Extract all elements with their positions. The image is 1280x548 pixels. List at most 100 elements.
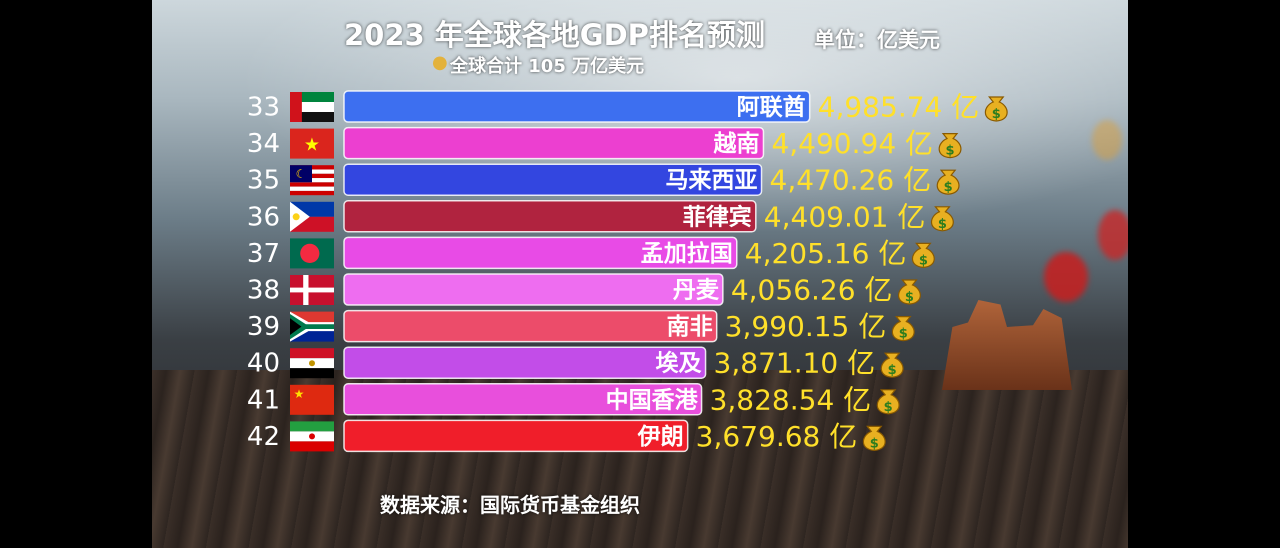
money-bag-icon: $ bbox=[876, 389, 900, 415]
money-bag-icon: $ bbox=[936, 169, 960, 195]
bar bbox=[343, 163, 763, 196]
flag-part bbox=[290, 92, 334, 102]
dollar-sign: $ bbox=[938, 217, 947, 232]
rank-label: 37 bbox=[247, 239, 280, 269]
bag-shape bbox=[891, 316, 915, 342]
flag-part bbox=[290, 165, 312, 183]
flag-part bbox=[290, 287, 334, 293]
bag-shape bbox=[938, 133, 962, 159]
bokeh-light bbox=[1044, 252, 1088, 302]
bar bbox=[343, 309, 718, 343]
malaysia-flag: ☾ bbox=[290, 165, 334, 196]
bokeh-light bbox=[1098, 210, 1128, 260]
bar bbox=[343, 126, 765, 160]
bar-row: 42 伊朗 3,679.68 亿 $ bbox=[247, 419, 886, 453]
flag-part bbox=[290, 318, 302, 335]
egypt-flag bbox=[290, 348, 334, 379]
bag-shape bbox=[984, 96, 1008, 122]
money-bag-icon: $ bbox=[930, 206, 954, 232]
flag-part bbox=[290, 112, 334, 122]
dollar-sign: $ bbox=[946, 144, 955, 159]
chart-subtitle: 全球合计 105 万亿美元 bbox=[450, 56, 645, 77]
value-label: 4,985.74 亿 bbox=[818, 91, 980, 124]
bag-shape bbox=[880, 352, 904, 378]
country-label: 菲律宾 bbox=[683, 203, 752, 230]
bar-row: 40 埃及 3,871.10 亿 $ bbox=[247, 346, 904, 380]
country-label: 南非 bbox=[667, 314, 713, 340]
bag-shape bbox=[936, 169, 960, 195]
money-bag-icon: $ bbox=[891, 316, 915, 342]
dollar-sign: $ bbox=[992, 107, 1001, 122]
value-label: 3,990.15 亿 bbox=[725, 310, 887, 343]
flag-part bbox=[290, 102, 334, 112]
iran-flag bbox=[290, 421, 334, 452]
value-label: 4,490.94 亿 bbox=[771, 127, 933, 160]
denmark-flag bbox=[290, 275, 334, 305]
bar bbox=[343, 346, 707, 379]
money-bag-icon: $ bbox=[938, 133, 962, 159]
money-bag-icon: $ bbox=[862, 425, 886, 451]
vietnam-flag: ★ bbox=[290, 128, 334, 159]
rank-label: 38 bbox=[247, 276, 280, 306]
country-label: 伊朗 bbox=[637, 423, 684, 450]
bangladesh-flag bbox=[290, 238, 334, 269]
money-bag-icon: $ bbox=[911, 242, 935, 268]
bar bbox=[343, 419, 689, 453]
dollar-sign: $ bbox=[905, 290, 914, 305]
bar-chart: 33 阿联酋 4,985.74 亿 $34 ★ 越南 4,490.94 亿 $35 ☾ 马来西亚 4… bbox=[247, 90, 1008, 453]
value-label: 3,871.10 亿 bbox=[714, 347, 876, 380]
rank-label: 39 bbox=[247, 312, 280, 342]
bar-row: 34 ★ 越南 4,490.94 亿 $ bbox=[247, 126, 962, 160]
value-label: 4,056.26 亿 bbox=[731, 274, 893, 307]
dollar-sign: $ bbox=[944, 180, 953, 195]
bar-row: 37 孟加拉国 4,205.16 亿 $ bbox=[247, 236, 935, 270]
bag-shape bbox=[930, 206, 954, 232]
country-label: 越南 bbox=[713, 131, 759, 157]
flag-part bbox=[290, 348, 334, 359]
dollar-sign: $ bbox=[919, 253, 928, 268]
sun-icon bbox=[292, 213, 300, 221]
flag-part bbox=[290, 384, 334, 415]
data-source: 数据来源：国际货币基金组织 bbox=[380, 493, 640, 517]
bar-row: 38 丹麦 4,056.26 亿 $ bbox=[247, 273, 921, 307]
bar-row: 33 阿联酋 4,985.74 亿 $ bbox=[247, 90, 1008, 124]
south-africa-flag bbox=[290, 311, 334, 342]
rank-label: 33 bbox=[247, 93, 280, 123]
bar bbox=[343, 273, 724, 306]
bar-row: 41 ★ 中国香港 3,828.54 亿 $ bbox=[247, 383, 900, 416]
unit-label: 单位：亿美元 bbox=[814, 28, 940, 52]
value-label: 4,205.16 亿 bbox=[745, 237, 907, 270]
dollar-sign: $ bbox=[884, 400, 893, 415]
chart-title: 2023 年全球各地GDP排名预测 bbox=[344, 18, 765, 52]
country-label: 丹麦 bbox=[673, 278, 720, 304]
dollar-sign: $ bbox=[870, 436, 879, 451]
flag-part bbox=[290, 182, 334, 187]
flag-part bbox=[290, 368, 334, 379]
country-label: 马来西亚 bbox=[666, 168, 758, 194]
philippines-flag bbox=[290, 201, 334, 232]
bar-row: 35 ☾ 马来西亚 4,470.26 亿 $ bbox=[247, 163, 960, 197]
flag-part bbox=[290, 441, 334, 452]
star-icon: ★ bbox=[304, 135, 320, 156]
bar bbox=[343, 90, 811, 123]
uae-flag bbox=[290, 92, 334, 122]
dollar-sign: $ bbox=[888, 363, 897, 378]
rank-label: 42 bbox=[247, 422, 280, 452]
flag-part bbox=[290, 190, 334, 196]
crescent-icon: ☾ bbox=[296, 167, 307, 181]
china-flag: ★ bbox=[290, 384, 334, 415]
bar-row: 36 菲律宾 4,409.01 亿 $ bbox=[247, 200, 954, 233]
bag-shape bbox=[897, 279, 921, 305]
flag-part bbox=[290, 186, 334, 191]
money-bag-icon: $ bbox=[984, 96, 1008, 122]
rank-label: 40 bbox=[247, 349, 280, 379]
flag-part bbox=[290, 201, 310, 232]
value-label: 3,828.54 亿 bbox=[710, 383, 872, 416]
flag-part bbox=[290, 421, 334, 432]
rank-label: 36 bbox=[247, 202, 280, 232]
emblem-icon bbox=[309, 433, 315, 440]
money-bag-icon: $ bbox=[880, 352, 904, 378]
country-label: 孟加拉国 bbox=[641, 240, 733, 267]
flag-part bbox=[300, 243, 320, 263]
bar bbox=[343, 200, 757, 233]
